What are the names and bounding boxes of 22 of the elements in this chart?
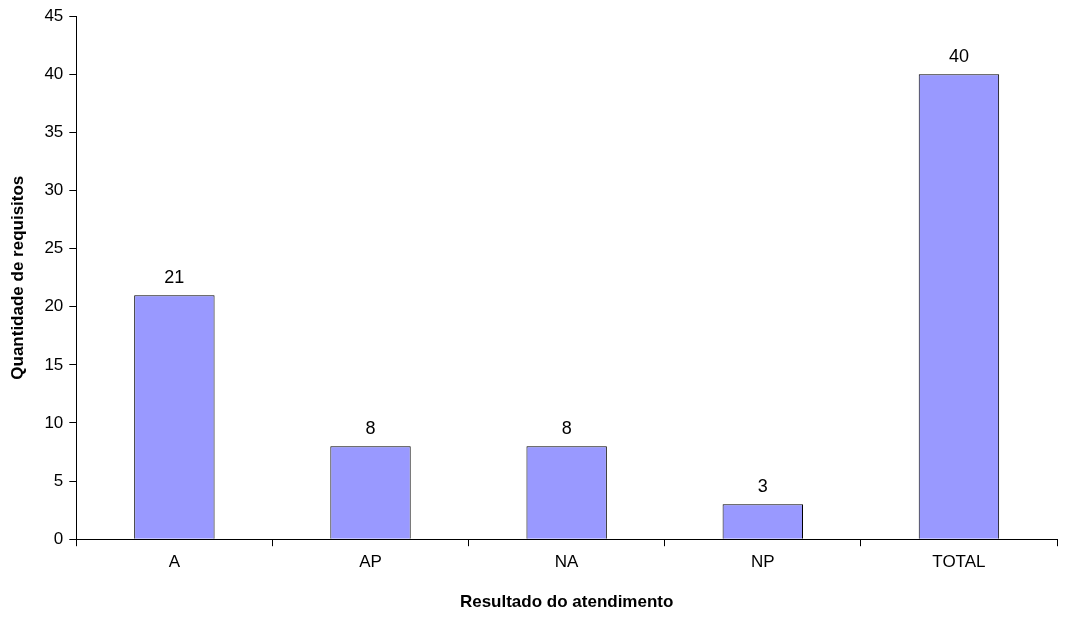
y-tick-label: 20 — [44, 296, 64, 316]
y-tick-label: 0 — [53, 528, 64, 548]
data-label: 3 — [757, 476, 768, 497]
y-tick-label: 5 — [53, 470, 64, 490]
x-tick-label: NP — [750, 552, 775, 572]
x-tick-label: A — [168, 552, 181, 572]
x-tick-label: TOTAL — [932, 552, 986, 572]
x-tick-label: AP — [359, 552, 382, 572]
x-tick-label: NA — [554, 552, 580, 572]
y-tick-label: 30 — [44, 180, 64, 200]
y-tick-label: 35 — [44, 122, 64, 142]
y-axis-title: Quantidade de requisitos — [7, 175, 27, 380]
y-tick-label: 45 — [44, 5, 64, 25]
data-label: 40 — [948, 46, 969, 67]
data-label: 21 — [164, 267, 185, 288]
y-tick-label: 15 — [44, 354, 64, 374]
y-tick-label: 10 — [44, 412, 64, 432]
y-tick-label: 25 — [44, 238, 64, 258]
x-axis-title: Resultado do atendimento — [459, 592, 674, 612]
y-tick-label: 40 — [44, 64, 64, 83]
data-label: 8 — [561, 418, 572, 439]
data-label: 8 — [365, 418, 376, 439]
